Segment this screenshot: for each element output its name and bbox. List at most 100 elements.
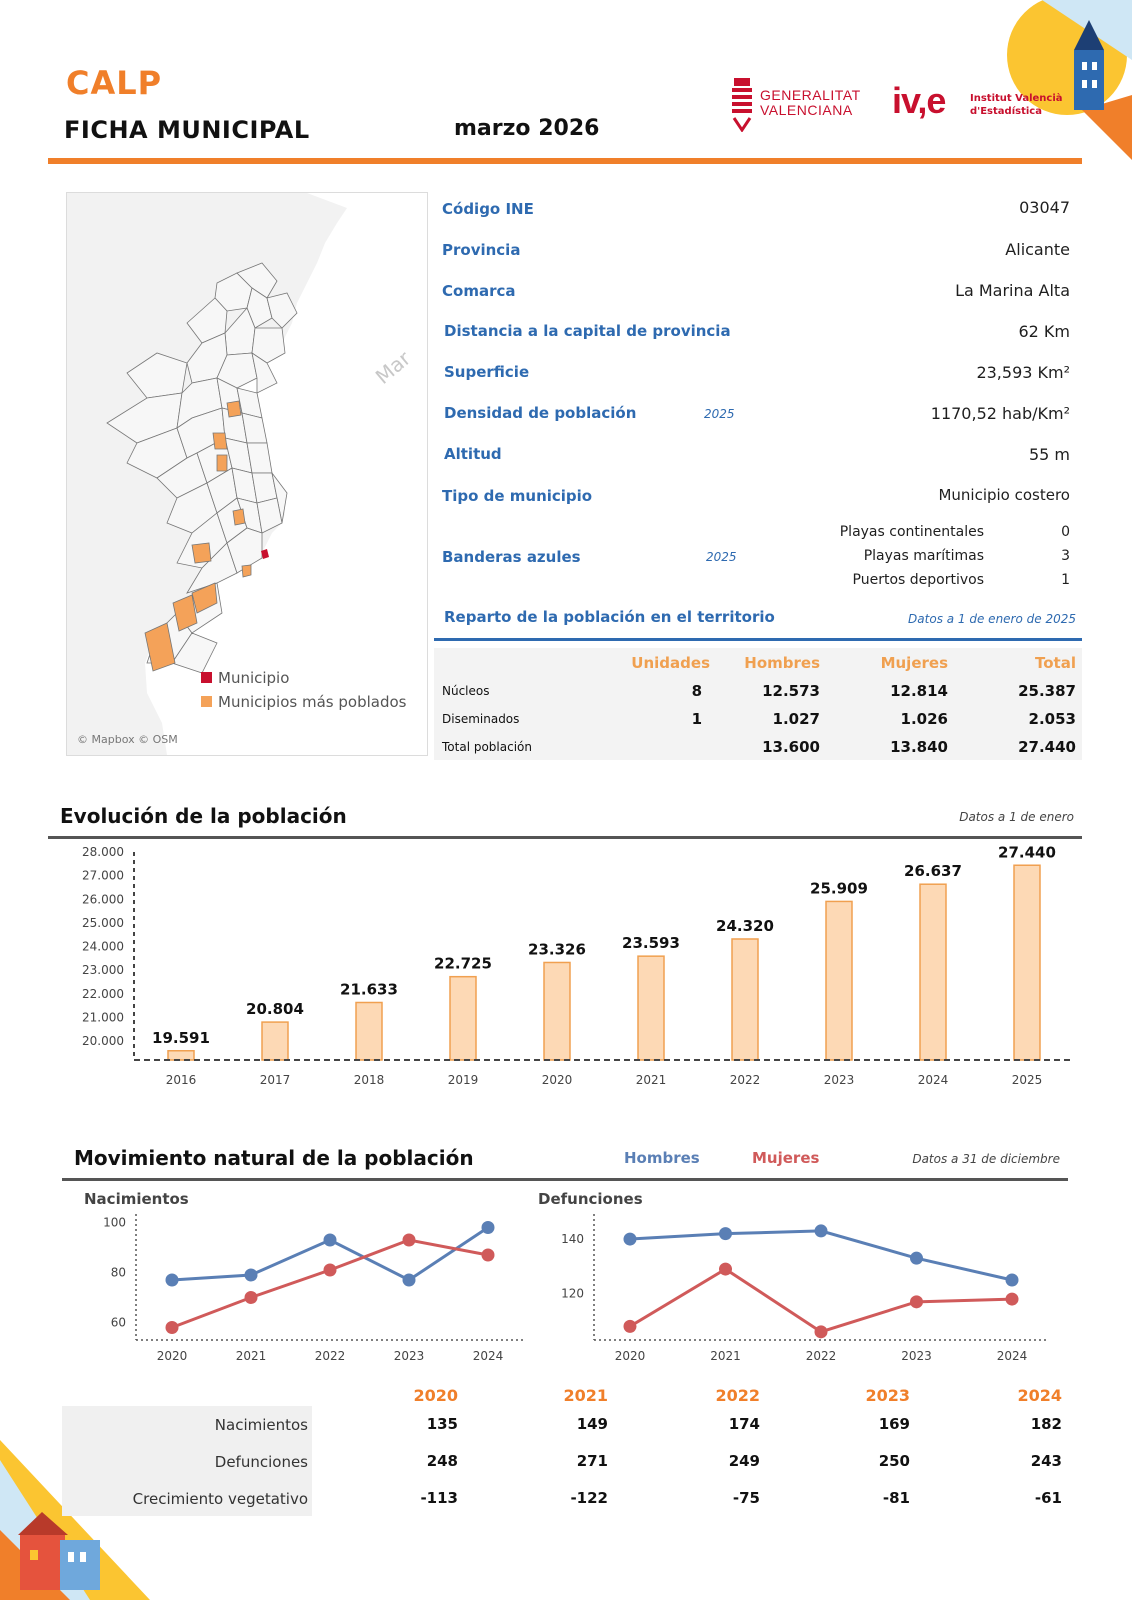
bar: [261, 1021, 289, 1061]
data-point: [165, 1321, 179, 1334]
comarca-value: La Marina Alta: [955, 281, 1070, 300]
codigo-ine-label: Código INE: [442, 200, 534, 218]
y-tick-label: 23.000: [82, 963, 124, 977]
banderas-row-label: Playas continentales: [839, 524, 984, 540]
bar: [637, 955, 665, 1061]
movimiento-cell: 271: [576, 1452, 608, 1470]
codigo-ine-value: 03047: [1019, 198, 1070, 217]
movimiento-year: 2020: [413, 1386, 458, 1405]
distancia-label: Distancia a la capital de provincia: [444, 322, 731, 340]
movimiento-year: 2022: [715, 1386, 760, 1405]
legend-swatch-orange: [201, 696, 212, 707]
ive-logo: iv,e: [892, 80, 946, 121]
movimiento-cell: 149: [576, 1415, 608, 1433]
y-tick-label: 100: [103, 1216, 126, 1230]
y-tick-label: 24.000: [82, 940, 124, 954]
data-point: [481, 1221, 495, 1234]
reparto-cell: 2.053: [1028, 710, 1076, 728]
y-tick-label: 22.000: [82, 987, 124, 1001]
movimiento-year: 2023: [865, 1386, 910, 1405]
series-line: [629, 1267, 1013, 1334]
bar: [825, 900, 853, 1061]
data-point: [402, 1233, 416, 1247]
densidad-label: Densidad de población: [444, 404, 637, 422]
reparto-cell: 27.440: [1018, 738, 1076, 756]
movimiento-cell: -122: [570, 1489, 608, 1507]
reparto-cell: 1.026: [900, 710, 948, 728]
movimiento-cell: 169: [878, 1415, 910, 1433]
movimiento-cell: -75: [732, 1489, 760, 1507]
data-point: [244, 1291, 258, 1304]
reparto-cell: 12.814: [890, 682, 948, 700]
series-line: [171, 1238, 489, 1329]
y-tick-label: 60: [111, 1316, 126, 1330]
superficie-label: Superficie: [444, 363, 530, 381]
y-tick-label: 80: [111, 1266, 126, 1280]
x-tick-label: 2024: [473, 1349, 504, 1363]
bar: [449, 975, 477, 1061]
x-tick-label: 2019: [448, 1073, 479, 1087]
movimiento-cell: 250: [878, 1452, 910, 1470]
data-point: [623, 1232, 637, 1246]
bar: [167, 1050, 195, 1061]
reparto-header: Mujeres: [880, 654, 948, 672]
x-tick-label: 2023: [824, 1073, 855, 1087]
generalitat-emblem-icon: [732, 78, 752, 133]
provincia-label: Provincia: [442, 241, 521, 259]
reparto-divider: [434, 638, 1082, 641]
data-point: [244, 1268, 258, 1282]
data-point: [1005, 1273, 1019, 1287]
y-tick-label: 21.000: [82, 1010, 124, 1024]
ive-logo-subtitle: Institut Valencià d'Estadística: [970, 93, 1063, 117]
legend-municipio-label: Municipio: [218, 669, 290, 687]
bar: [1013, 864, 1041, 1061]
y-tick-label: 25.000: [82, 916, 124, 930]
bar-data-label: 23.326: [528, 940, 586, 958]
reparto-table: Unidades Hombres Mujeres Total Núcleos 8…: [434, 648, 1082, 760]
reparto-row-label: Núcleos: [442, 684, 490, 698]
bar: [731, 938, 759, 1061]
data-point: [719, 1262, 732, 1276]
nacimientos-chart-title: Nacimientos: [84, 1190, 189, 1208]
data-point: [719, 1227, 732, 1241]
y-tick-label: 28.000: [82, 846, 124, 859]
y-tick-label: 20.000: [82, 1034, 124, 1048]
x-tick-label: 2023: [901, 1349, 932, 1363]
movimiento-cell: 182: [1030, 1415, 1062, 1433]
document-date: marzo 2026: [454, 116, 600, 141]
reparto-cell: 13.600: [762, 738, 820, 756]
movimiento-cell: -61: [1034, 1489, 1062, 1507]
densidad-value: 1170,52 hab/Km²: [930, 404, 1070, 423]
superficie-value: 23,593 Km²: [976, 363, 1070, 382]
movimiento-row-label: Crecimiento vegetativo: [132, 1490, 308, 1508]
defunciones-line-chart: 120 140 2020 2021 2022 2023 2024: [561, 1214, 1048, 1363]
reparto-cell: 12.573: [762, 682, 820, 700]
evolucion-title: Evolución de la población: [60, 804, 347, 828]
legend-poblados: Municipios más poblados: [201, 693, 406, 711]
data-point: [323, 1263, 337, 1277]
x-tick-label: 2024: [997, 1349, 1028, 1363]
banderas-label: Banderas azules: [442, 548, 581, 566]
bar-data-label: 24.320: [716, 917, 774, 935]
bar-data-label: 26.637: [904, 862, 962, 880]
data-point: [910, 1295, 923, 1309]
legend-mujeres: Mujeres: [752, 1149, 820, 1167]
x-tick-label: 2021: [636, 1073, 667, 1087]
tipo-municipio-value: Municipio costero: [938, 486, 1070, 504]
reparto-cell: 25.387: [1018, 682, 1076, 700]
location-map[interactable]: Mar Municipio Municipios más poblados © …: [66, 192, 428, 756]
bar-data-label: 27.440: [998, 846, 1056, 861]
region-map-graphic: Mar: [106, 193, 427, 755]
y-tick-label: 140: [561, 1232, 584, 1246]
reparto-row-label: Diseminados: [442, 712, 520, 726]
data-point: [814, 1224, 828, 1238]
evolucion-divider: [48, 836, 1082, 839]
document-title: FICHA MUNICIPAL: [64, 116, 310, 144]
x-tick-label: 2022: [315, 1349, 346, 1363]
generalitat-logo: GENERALITAT VALENCIANA: [730, 76, 870, 133]
banderas-row-label: Puertos deportivos: [852, 572, 984, 588]
reparto-header: Unidades: [631, 654, 710, 672]
bar-data-label: 23.593: [622, 934, 680, 952]
densidad-year: 2025: [704, 407, 735, 421]
reparto-cell: 1: [691, 710, 702, 728]
